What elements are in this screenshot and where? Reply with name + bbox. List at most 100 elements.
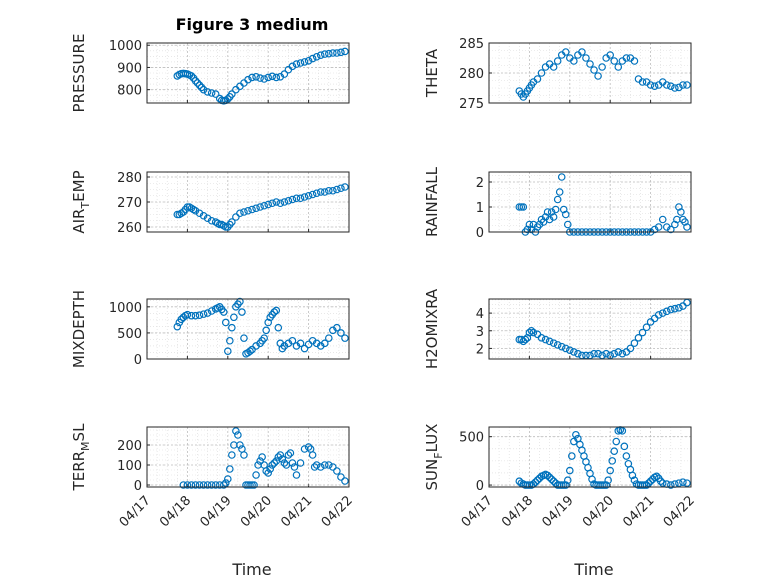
y-tick-label: 270 [117, 196, 142, 211]
y-tick-label: 500 [117, 327, 142, 342]
data-point [561, 48, 570, 56]
x-tick-label: 04/17 [117, 493, 154, 530]
data-point [274, 323, 283, 332]
data-point [535, 220, 544, 229]
y-tick-label: 1000 [109, 39, 142, 54]
data-point [329, 463, 337, 471]
data-point [193, 79, 202, 87]
data-point [675, 83, 683, 92]
data-point [602, 349, 610, 358]
data-point [337, 184, 345, 193]
data-point [236, 209, 244, 218]
data-point [658, 309, 667, 317]
data-point [284, 451, 293, 459]
data-point [320, 50, 329, 58]
data-point [195, 81, 204, 90]
data-point [288, 459, 297, 467]
data-point [264, 73, 273, 82]
y-axis-label: THETA [423, 48, 441, 98]
data-point [230, 313, 238, 322]
data-point [610, 57, 619, 65]
data-point [545, 473, 554, 482]
data-point [268, 461, 277, 469]
data-point [286, 449, 295, 457]
data-point [646, 81, 655, 89]
data-point [187, 72, 196, 80]
data-point [563, 220, 572, 229]
data-point [675, 203, 683, 211]
data-point [246, 347, 254, 355]
data-point [333, 185, 341, 194]
data-point [662, 81, 671, 89]
y-axis-label: TERRMSL [70, 423, 92, 492]
x-tick-label: 04/22 [319, 493, 356, 530]
x-tick-label: 04/18 [499, 493, 536, 530]
data-point [228, 90, 236, 98]
data-point [555, 188, 564, 196]
data-point [320, 339, 329, 348]
data-point [199, 481, 208, 489]
data-point [630, 476, 639, 485]
axes-box [146, 298, 350, 360]
axes-box [488, 298, 692, 360]
data-point [658, 215, 667, 224]
data-point [630, 57, 639, 65]
data-point [308, 54, 317, 63]
data-point [525, 220, 534, 229]
data-point [523, 225, 532, 234]
data-point [316, 463, 325, 471]
data-point [606, 51, 615, 59]
x-axis-label-right: Time [573, 560, 613, 579]
data-point [537, 334, 546, 342]
data-point [308, 451, 317, 459]
data-point [324, 49, 333, 58]
data-point [553, 195, 562, 204]
data-point [221, 318, 230, 327]
data-point [211, 90, 220, 98]
y-tick-label: 260 [117, 221, 142, 236]
data-point [304, 56, 313, 65]
data-point [320, 461, 329, 469]
subplot-rainfall: 0 1 2 RAINFALL [423, 166, 692, 241]
y-axis-label: RAINFALL [423, 166, 441, 237]
data-point [316, 188, 325, 196]
data-point [586, 60, 594, 68]
data-point [608, 457, 617, 465]
data-point [187, 311, 196, 320]
data-point [280, 70, 289, 78]
y-tick-label: 200 [117, 439, 142, 454]
data-point [195, 481, 204, 489]
data-point [652, 472, 661, 481]
axes-box [488, 171, 692, 233]
data-point [300, 344, 309, 353]
data-point [316, 51, 325, 60]
data-point [570, 348, 578, 356]
data-point [519, 203, 528, 211]
data-point [662, 223, 671, 231]
data-point [260, 334, 268, 342]
data-point [533, 75, 542, 83]
data-point [679, 81, 687, 89]
data-point [173, 322, 182, 331]
data-point [199, 85, 208, 94]
data-point [543, 208, 552, 216]
x-tick-label: 04/19 [540, 493, 577, 530]
data-point [197, 83, 206, 92]
data-point [228, 323, 236, 332]
data-point [644, 479, 653, 487]
x-tick-label: 04/21 [620, 493, 657, 530]
data-point [290, 463, 299, 471]
data-point [221, 479, 230, 487]
data-point [276, 199, 285, 208]
axes-box [146, 171, 350, 233]
y-axis-label: SUNFLUX [423, 424, 445, 491]
data-point [179, 481, 188, 489]
data-point [228, 451, 236, 459]
data-point [238, 308, 246, 316]
data-point [341, 334, 349, 342]
data-point [646, 477, 655, 485]
data-point [638, 78, 647, 86]
data-point [232, 213, 240, 221]
data-point [288, 62, 297, 71]
data-point [211, 481, 220, 489]
